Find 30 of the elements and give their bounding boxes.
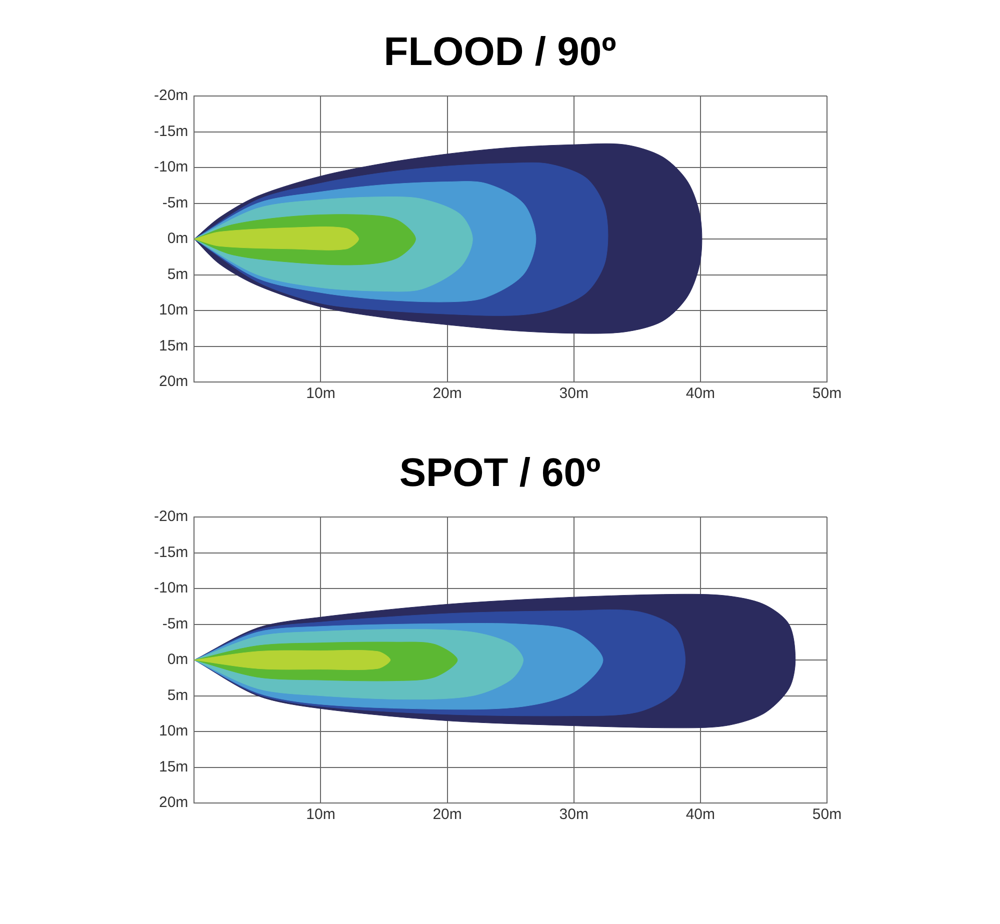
y-tick-label: -20m: [154, 508, 188, 526]
x-tick-label: 40m: [686, 806, 716, 824]
y-tick-label: 0m: [167, 651, 188, 668]
y-tick-label: -15m: [154, 544, 188, 561]
y-tick-label: 0m: [167, 230, 188, 248]
y-tick-label: 5m: [167, 686, 188, 704]
x-tick-label: 50m: [812, 385, 842, 402]
x-tick-label: 10m: [306, 385, 336, 402]
x-tick-label: 30m: [559, 385, 588, 402]
y-tick-label: 15m: [158, 758, 188, 776]
y-tick-label: -5m: [162, 615, 188, 632]
y-tick-label: 20m: [158, 794, 188, 812]
y-tick-label: 15m: [158, 337, 188, 354]
x-tick-label: 30m: [559, 806, 588, 824]
y-tick-label: -10m: [154, 158, 188, 176]
y-tick-label: 10m: [158, 722, 188, 740]
y-tick-label: 20m: [158, 373, 188, 390]
x-tick-label: 50m: [812, 806, 842, 824]
y-tick-label: 10m: [158, 302, 188, 319]
x-tick-label: 10m: [306, 806, 336, 824]
y-tick-label: -15m: [154, 122, 188, 140]
x-tick-label: 20m: [432, 806, 462, 824]
y-tick-label: -20m: [154, 87, 188, 104]
y-tick-label: -5m: [162, 194, 188, 212]
x-tick-label: 40m: [686, 385, 716, 402]
chart-title: FLOOD / 90º: [382, 30, 618, 75]
chart-title: SPOT / 60º: [398, 451, 602, 496]
y-tick-label: 5m: [167, 266, 188, 283]
y-tick-label: -10m: [154, 580, 188, 597]
x-tick-label: 20m: [432, 385, 462, 402]
